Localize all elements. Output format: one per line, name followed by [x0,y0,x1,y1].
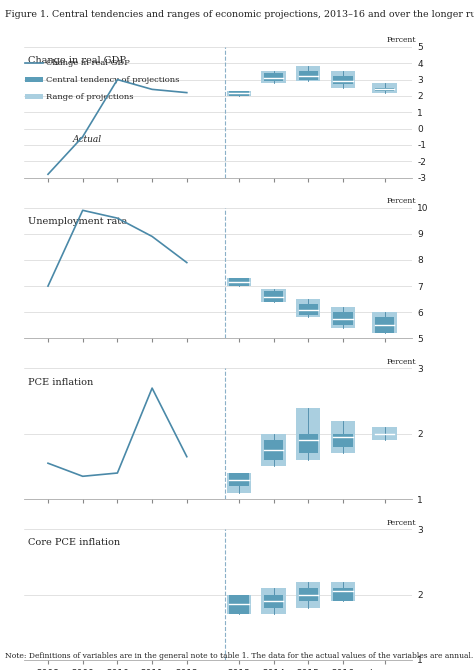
Bar [26,77,43,82]
Text: Central tendency of projections: Central tendency of projections [46,76,180,84]
Text: Figure 1. Central tendencies and ranges of economic projections, 2013–16 and ove: Figure 1. Central tendencies and ranges … [5,10,474,19]
FancyBboxPatch shape [264,291,283,302]
FancyBboxPatch shape [262,434,286,466]
FancyBboxPatch shape [264,595,283,608]
FancyBboxPatch shape [373,312,397,333]
Text: Core PCE inflation: Core PCE inflation [27,539,120,547]
FancyBboxPatch shape [262,588,286,614]
FancyBboxPatch shape [333,588,353,601]
FancyBboxPatch shape [333,312,353,325]
Text: Unemployment rate: Unemployment rate [27,217,127,226]
FancyBboxPatch shape [229,278,248,286]
FancyBboxPatch shape [262,289,286,302]
Text: Change in real GDP: Change in real GDP [27,56,126,65]
FancyBboxPatch shape [296,66,320,81]
Text: Range of projections: Range of projections [46,92,134,100]
FancyBboxPatch shape [227,91,251,96]
FancyBboxPatch shape [373,83,397,92]
FancyBboxPatch shape [373,427,397,440]
FancyBboxPatch shape [375,318,394,333]
FancyBboxPatch shape [229,595,248,614]
FancyBboxPatch shape [299,72,318,80]
FancyBboxPatch shape [296,582,320,608]
FancyBboxPatch shape [227,473,251,492]
FancyBboxPatch shape [227,278,251,286]
FancyBboxPatch shape [264,73,283,81]
Bar [26,94,43,99]
FancyBboxPatch shape [296,407,320,460]
FancyBboxPatch shape [333,76,353,84]
FancyBboxPatch shape [333,434,353,447]
FancyBboxPatch shape [331,307,355,328]
FancyBboxPatch shape [299,588,318,601]
Text: Actual: Actual [72,135,101,143]
FancyBboxPatch shape [331,421,355,454]
FancyBboxPatch shape [375,88,394,91]
FancyBboxPatch shape [331,582,355,601]
Text: Percent: Percent [387,519,416,527]
FancyBboxPatch shape [331,72,355,88]
FancyBboxPatch shape [229,473,248,486]
FancyBboxPatch shape [264,440,283,460]
FancyBboxPatch shape [299,434,318,454]
FancyBboxPatch shape [299,304,318,315]
Text: Change in real GDP: Change in real GDP [46,58,130,66]
FancyBboxPatch shape [229,91,248,96]
FancyBboxPatch shape [227,595,251,614]
Text: Note: Definitions of variables are in the general note to table 1. The data for : Note: Definitions of variables are in th… [5,652,473,660]
Text: Percent: Percent [387,358,416,366]
FancyBboxPatch shape [262,72,286,83]
Text: Percent: Percent [387,36,416,44]
FancyBboxPatch shape [296,299,320,318]
Text: PCE inflation: PCE inflation [27,378,93,387]
Text: Percent: Percent [387,197,416,205]
